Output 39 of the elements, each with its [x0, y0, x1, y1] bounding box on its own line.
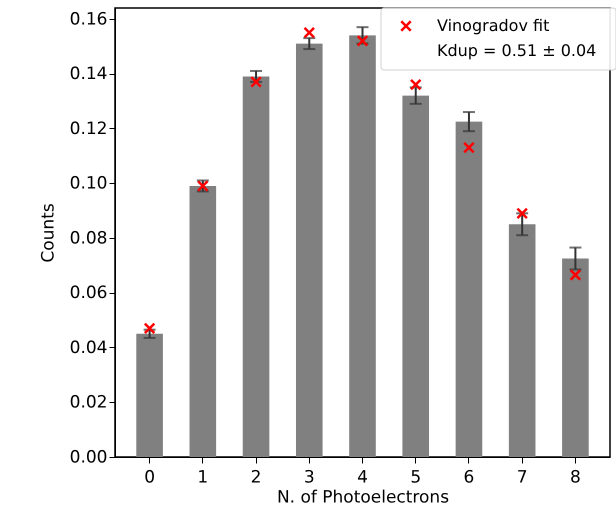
- y-tick-label: 0.08: [70, 228, 108, 248]
- point: [462, 142, 475, 154]
- bar: [190, 186, 216, 457]
- y-tick-label: 0.14: [70, 64, 108, 84]
- point: [569, 268, 582, 281]
- y-tick-label: 0.16: [70, 9, 108, 30]
- y-axis-title: Counts: [38, 203, 59, 263]
- y-tick-label: 0.06: [70, 283, 108, 304]
- point: [144, 322, 156, 334]
- bar: [296, 44, 323, 457]
- y-tick-label: 0.10: [70, 174, 108, 194]
- y-tick-label: 0.02: [70, 392, 108, 413]
- x-tick-label: 3: [304, 468, 315, 488]
- bar: [349, 35, 376, 457]
- bar: [402, 96, 430, 457]
- bar: [136, 334, 163, 457]
- x-tick-label: 2: [250, 468, 262, 488]
- x-axis-title: N. of Photoelectrons: [276, 488, 450, 508]
- point: [356, 34, 368, 47]
- point: [250, 76, 262, 88]
- x-tick-label: 6: [464, 468, 474, 488]
- x-tick-label: 5: [410, 468, 422, 488]
- x-tick-label: 1: [197, 468, 208, 488]
- point: [516, 207, 528, 220]
- x-tick-label: 0: [144, 468, 156, 488]
- y-tick-label: 0.00: [70, 448, 108, 468]
- point: [410, 78, 422, 91]
- bar: [508, 224, 536, 457]
- point: [303, 26, 316, 39]
- x-tick-label: 4: [357, 468, 368, 488]
- y-tick-label: 0.04: [70, 338, 108, 358]
- x-tick-label: 8: [570, 468, 581, 488]
- legend-label: Vinogradov fit: [437, 16, 550, 35]
- bar: [562, 258, 589, 457]
- y-tick-label: 0.12: [70, 118, 108, 139]
- bar: [456, 122, 482, 457]
- x-tick-label: 7: [516, 468, 528, 488]
- annotation: Kdup = 0.51 ± 0.04: [437, 41, 596, 60]
- bar: [242, 76, 270, 457]
